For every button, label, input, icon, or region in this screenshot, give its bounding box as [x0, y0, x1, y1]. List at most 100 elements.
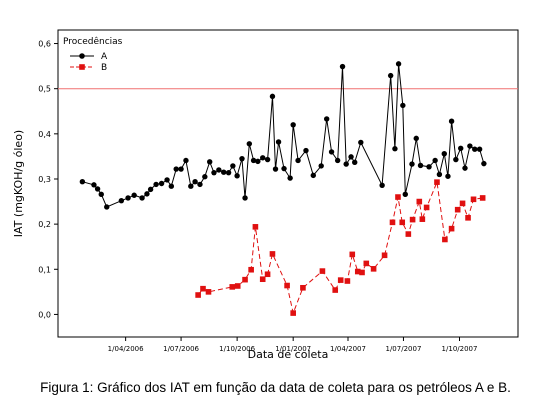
series-layer: [79, 61, 487, 316]
data-point: [465, 215, 471, 221]
data-point: [139, 195, 145, 201]
data-point: [467, 143, 473, 149]
x-tick-label: 1/07/2006: [163, 345, 199, 353]
data-point: [153, 181, 159, 188]
data-point: [131, 192, 137, 198]
data-point: [459, 200, 466, 207]
series-b: [195, 179, 486, 316]
data-point: [125, 195, 131, 201]
data-point: [300, 284, 306, 291]
y-tick-label: 0,4: [38, 130, 51, 139]
data-point: [195, 292, 201, 298]
data-point: [248, 266, 254, 273]
legend-b-marker: [79, 64, 85, 70]
data-point: [337, 277, 344, 283]
figure-caption: Figura 1: Gráfico dos IAT em função da d…: [40, 380, 511, 395]
data-point: [379, 182, 385, 189]
data-point: [216, 167, 222, 173]
data-point: [381, 252, 388, 259]
y-tick-label: 0,6: [38, 40, 51, 49]
data-point: [348, 154, 354, 160]
data-point: [225, 169, 232, 176]
data-point: [260, 155, 266, 161]
data-point: [173, 166, 179, 172]
data-point: [234, 173, 240, 179]
data-point: [359, 269, 365, 276]
y-tick-label: 0,5: [38, 85, 51, 94]
data-point: [332, 287, 339, 293]
data-point: [395, 61, 402, 67]
data-point: [211, 169, 217, 176]
data-point: [400, 102, 406, 109]
data-point: [363, 260, 370, 267]
data-point: [246, 141, 253, 147]
data-point: [479, 195, 486, 201]
data-point: [323, 116, 330, 122]
data-point: [426, 164, 432, 170]
y-tick-label: 0,3: [38, 175, 51, 184]
legend: Procedências AB: [63, 36, 123, 73]
data-point: [476, 146, 483, 152]
data-point: [434, 179, 440, 185]
data-point: [91, 182, 97, 188]
data-point: [230, 163, 236, 169]
data-point: [188, 183, 194, 189]
data-point: [250, 157, 257, 164]
data-point: [445, 173, 451, 179]
data-point: [319, 268, 326, 274]
data-point: [352, 159, 358, 165]
data-point: [264, 271, 271, 278]
data-point: [94, 186, 101, 192]
data-point: [197, 181, 203, 188]
y-axis: 0,0 0,1 0,2 0,3 0,4 0,5 0,6: [38, 40, 58, 319]
x-tick-label: 1/10/2007: [442, 345, 478, 353]
data-point: [281, 165, 287, 172]
data-point: [104, 204, 110, 210]
data-point: [448, 118, 455, 124]
data-point: [310, 172, 316, 179]
data-point: [402, 191, 408, 198]
data-point: [200, 285, 206, 292]
data-point: [234, 283, 241, 289]
data-point: [205, 289, 212, 295]
data-point: [481, 160, 487, 167]
data-point: [284, 282, 290, 289]
data-point: [275, 139, 282, 145]
data-point: [339, 63, 346, 70]
x-axis: 1/04/2006 1/07/2006 1/10/2006 1/01/2007 1/04…: [108, 337, 478, 353]
data-point: [416, 198, 423, 205]
y-tick-label: 0,2: [38, 220, 51, 229]
plot-frame: [57, 29, 519, 338]
x-tick-label: 1/01/2007: [275, 345, 311, 353]
chart: 0,0 0,1 0,2 0,3 0,4 0,5 0,6 1/04/2006 1/07/2006…: [12, 29, 519, 361]
data-point: [395, 194, 401, 200]
data-point: [239, 155, 245, 162]
data-point: [147, 186, 154, 193]
data-point: [287, 175, 293, 181]
data-point: [290, 310, 296, 316]
data-point: [269, 93, 276, 100]
data-point: [453, 156, 459, 163]
data-point: [290, 122, 296, 128]
data-point: [259, 276, 266, 283]
series-a-line: [82, 63, 485, 208]
x-tick-label: 1/04/2006: [108, 345, 144, 353]
data-point: [399, 219, 406, 226]
data-point: [269, 251, 276, 257]
data-point: [343, 161, 349, 167]
data-point: [303, 147, 309, 154]
data-point: [344, 278, 351, 284]
data-point: [417, 162, 424, 169]
data-point: [328, 149, 335, 155]
legend-a-label: A: [101, 52, 108, 62]
data-point: [432, 157, 438, 164]
data-point: [462, 165, 468, 171]
data-point: [370, 266, 377, 272]
data-point: [448, 225, 455, 232]
data-point: [192, 178, 198, 185]
data-point: [183, 157, 189, 164]
data-point: [358, 139, 364, 146]
data-point: [454, 206, 461, 213]
data-point: [272, 166, 279, 172]
y-tick-label: 0,1: [38, 265, 51, 274]
